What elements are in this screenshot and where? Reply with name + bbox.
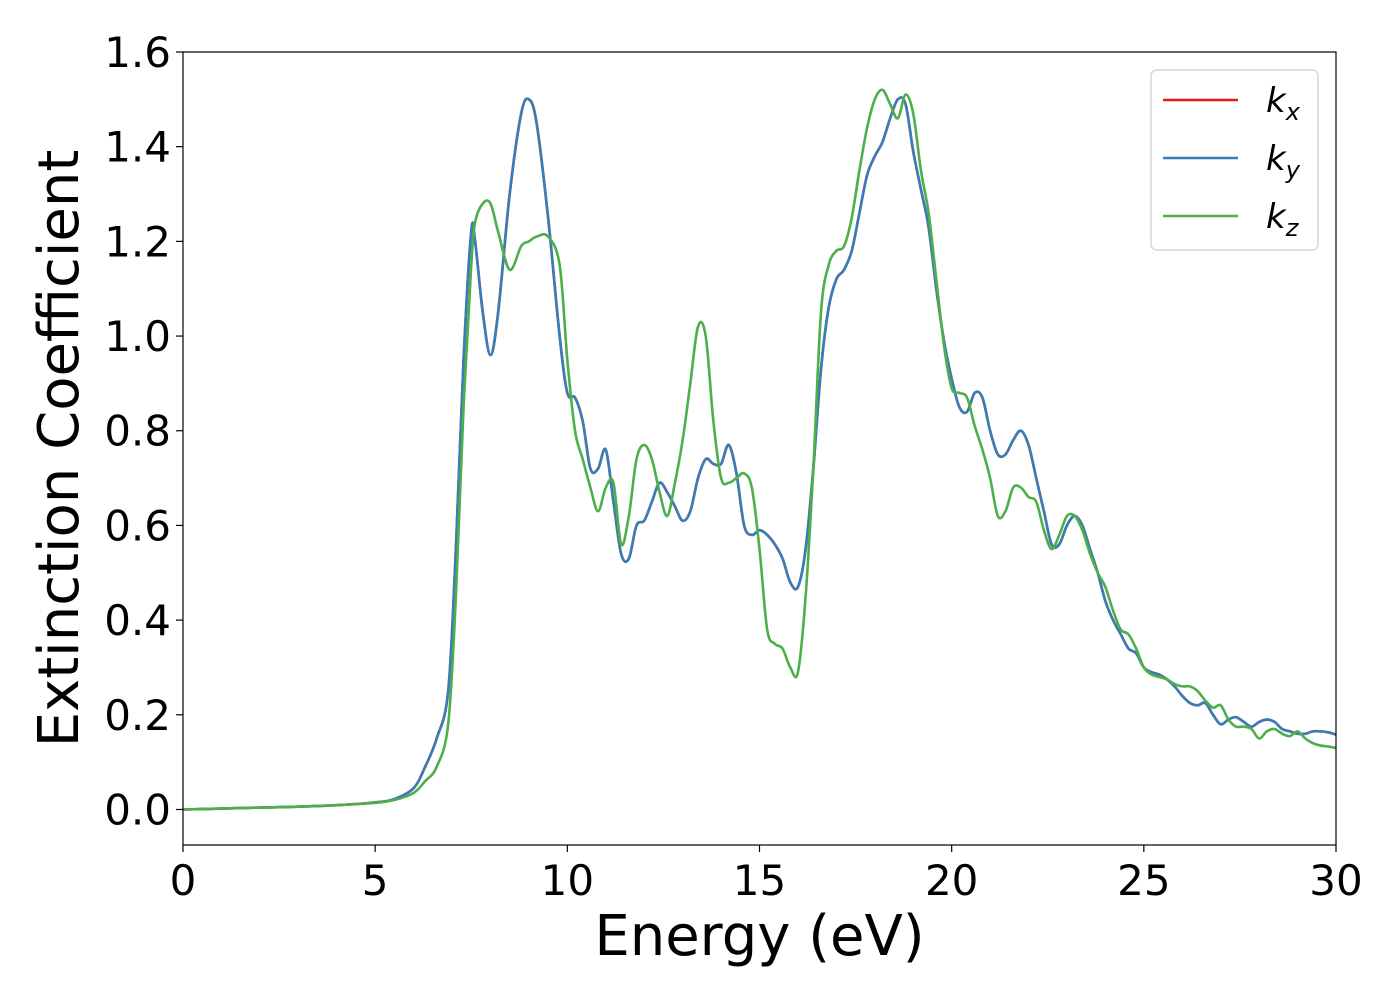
y-axis-title: Extinction Coefficient (27, 150, 92, 748)
y-tick-label: 1.4 (104, 123, 171, 172)
y-axis: 0.0 0.2 0.4 0.6 0.8 1.0 1.2 1.4 1.6 (104, 28, 183, 834)
y-tick-label: 0.8 (104, 407, 171, 456)
legend-label-kz: kz (1266, 197, 1300, 242)
y-tick-label: 0.2 (104, 691, 171, 740)
x-tick-label: 20 (925, 856, 978, 905)
x-tick-label: 25 (1117, 856, 1170, 905)
y-tick-label: 0.0 (104, 785, 171, 834)
x-tick-label: 10 (541, 856, 594, 905)
x-tick-label: 5 (362, 856, 389, 905)
legend-box (1150, 69, 1319, 251)
y-tick-label: 1.2 (104, 217, 171, 266)
x-tick-label: 30 (1309, 856, 1362, 905)
x-axis-title: Energy (eV) (594, 904, 924, 969)
y-tick-label: 0.6 (104, 501, 171, 550)
series-line-kz (183, 88, 1336, 811)
legend-label-ky: ky (1266, 139, 1301, 184)
y-tick-label: 1.6 (104, 28, 171, 77)
legend-label-kx: kx (1266, 81, 1301, 126)
x-tick-label: 15 (733, 856, 786, 905)
x-tick-label: 0 (170, 856, 197, 905)
series-line-ky (183, 96, 1336, 811)
y-tick-label: 0.4 (104, 596, 171, 645)
x-axis: 0 5 10 15 20 25 30 (170, 845, 1363, 905)
y-tick-label: 1.0 (104, 312, 171, 361)
legend: kx ky kz (1150, 69, 1319, 251)
series-layer (183, 88, 1336, 811)
